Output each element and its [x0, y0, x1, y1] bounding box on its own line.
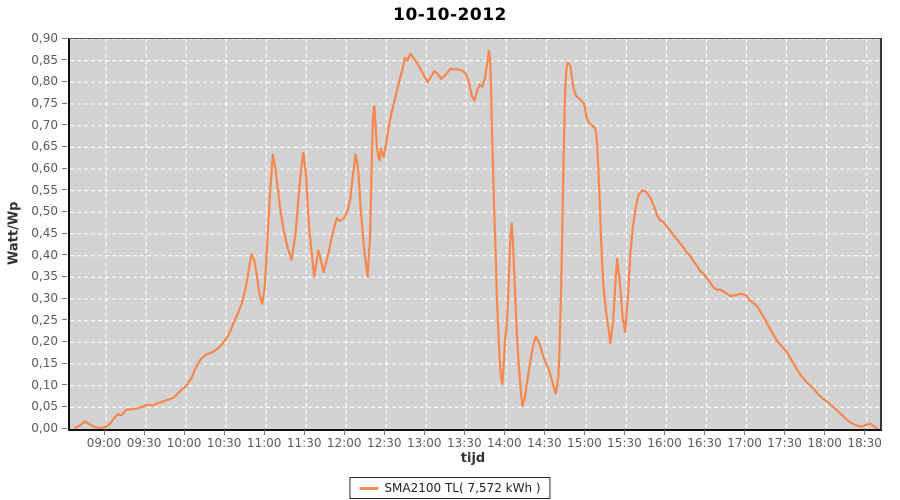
- y-tick-mark: [62, 232, 67, 234]
- y-tick-label: 0,00: [31, 421, 58, 435]
- x-tick-label: 13:00: [406, 436, 442, 450]
- y-tick-label: 0,10: [31, 377, 58, 392]
- x-tick-mark: [103, 430, 105, 435]
- x-tick-mark: [503, 430, 505, 435]
- x-tick-label: 11:30: [286, 436, 322, 450]
- x-tick-label: 14:00: [487, 436, 522, 450]
- x-tick-mark: [864, 430, 866, 435]
- y-tick-mark: [62, 124, 67, 126]
- y-tick-label: 0,85: [31, 52, 58, 67]
- x-axis-title: tijd: [460, 451, 486, 466]
- x-tick-mark: [824, 430, 826, 435]
- x-tick-mark: [303, 430, 305, 435]
- y-tick-label: 0,30: [31, 291, 58, 305]
- y-tick-mark: [62, 210, 67, 212]
- y-tick-label: 0,90: [31, 31, 58, 45]
- x-tick-label: 12:00: [326, 436, 362, 450]
- x-tick-label: 15:00: [567, 436, 602, 450]
- y-tick-label: 0,40: [31, 247, 58, 262]
- y-tick-label: 0,15: [31, 356, 58, 370]
- x-tick-mark: [784, 430, 786, 435]
- y-tick-mark: [62, 297, 67, 299]
- x-tick-label: 09:00: [86, 436, 122, 450]
- x-tick-label: 18:00: [807, 436, 842, 450]
- x-tick-mark: [423, 430, 425, 435]
- x-tick-mark: [183, 430, 185, 435]
- y-tick-mark: [62, 405, 67, 407]
- x-tick-mark: [704, 430, 706, 435]
- x-tick-mark: [263, 430, 265, 435]
- legend-label: SMA2100 TL( 7,572 kWh ): [384, 481, 541, 495]
- x-tick-label: 13:30: [447, 436, 482, 450]
- x-tick-label: 17:00: [727, 436, 762, 450]
- y-tick-label: 0,05: [31, 399, 58, 414]
- y-tick-label: 0,20: [31, 334, 58, 349]
- x-tick-mark: [223, 430, 225, 435]
- y-tick-label: 0,75: [31, 96, 58, 110]
- chart-title: 10-10-2012: [393, 5, 507, 25]
- x-tick-label: 15:30: [607, 436, 642, 450]
- x-tick-mark: [663, 430, 665, 435]
- x-tick-mark: [583, 430, 585, 435]
- legend-box: SMA2100 TL( 7,572 kWh ): [349, 477, 551, 499]
- x-tick-mark: [143, 430, 145, 435]
- y-tick-mark: [62, 427, 67, 429]
- y-tick-mark: [62, 384, 67, 386]
- x-tick-mark: [343, 430, 345, 435]
- y-tick-label: 0,50: [31, 204, 58, 219]
- y-tick-mark: [62, 80, 67, 82]
- y-tick-label: 0,70: [31, 117, 58, 132]
- x-tick-mark: [623, 430, 625, 435]
- y-tick-mark: [62, 340, 67, 342]
- x-tick-label: 11:00: [246, 436, 282, 450]
- y-tick-mark: [62, 37, 67, 39]
- y-tick-mark: [62, 189, 67, 191]
- x-tick-label: 17:30: [767, 436, 802, 450]
- y-tick-label: 0,65: [31, 139, 58, 154]
- y-tick-label: 0,35: [31, 269, 58, 284]
- x-tick-label: 09:30: [126, 436, 162, 450]
- y-tick-mark: [62, 362, 67, 364]
- x-tick-label: 12:30: [366, 436, 402, 450]
- x-tick-label: 18:30: [847, 436, 882, 450]
- x-tick-mark: [744, 430, 746, 435]
- x-tick-label: 14:30: [527, 436, 562, 450]
- y-tick-mark: [62, 102, 67, 104]
- y-tick-label: 0,60: [31, 161, 58, 175]
- legend-line-swatch: [359, 486, 379, 490]
- y-tick-mark: [62, 167, 67, 169]
- x-tick-label: 10:30: [206, 436, 242, 450]
- y-tick-label: 0,80: [31, 74, 58, 89]
- y-tick-label: 0,55: [31, 182, 58, 197]
- y-tick-mark: [62, 59, 67, 61]
- x-tick-mark: [383, 430, 385, 435]
- x-tick-label: 16:00: [647, 436, 682, 450]
- plot-area: [68, 38, 882, 431]
- y-tick-mark: [62, 254, 67, 256]
- y-tick-label: 0,45: [31, 226, 58, 240]
- y-tick-mark: [62, 275, 67, 277]
- x-tick-mark: [543, 430, 545, 435]
- x-tick-label: 16:30: [687, 436, 722, 450]
- x-tick-mark: [463, 430, 465, 435]
- y-tick-label: 0,25: [31, 312, 58, 327]
- series-svg: [70, 39, 880, 429]
- series-line: [74, 50, 879, 429]
- y-tick-mark: [62, 319, 67, 321]
- y-tick-mark: [62, 145, 67, 147]
- x-tick-label: 10:00: [166, 436, 202, 450]
